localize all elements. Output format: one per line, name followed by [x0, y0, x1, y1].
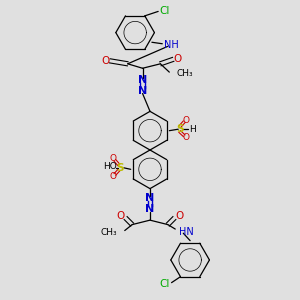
Text: N: N	[138, 85, 147, 96]
Text: O: O	[101, 56, 109, 66]
Text: CH₃: CH₃	[177, 69, 194, 78]
Text: O: O	[175, 211, 183, 221]
Text: NH: NH	[164, 40, 178, 50]
Text: HO: HO	[103, 162, 117, 171]
Text: CH₃: CH₃	[101, 228, 117, 237]
Text: N: N	[146, 204, 154, 214]
Text: HN: HN	[179, 227, 194, 237]
Text: Cl: Cl	[160, 6, 170, 16]
Text: O: O	[109, 154, 116, 163]
Text: O: O	[109, 172, 116, 181]
Text: N: N	[138, 75, 147, 85]
Text: S: S	[116, 163, 124, 173]
Text: N: N	[146, 193, 154, 203]
Text: O: O	[117, 211, 125, 221]
Text: Cl: Cl	[160, 279, 170, 289]
Text: H: H	[189, 125, 196, 134]
Text: O: O	[183, 133, 190, 142]
Text: S: S	[176, 124, 184, 134]
Text: O: O	[183, 116, 190, 125]
Text: O: O	[174, 54, 182, 64]
